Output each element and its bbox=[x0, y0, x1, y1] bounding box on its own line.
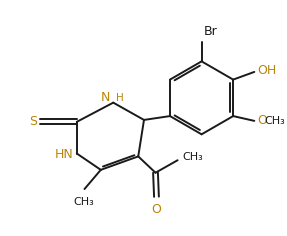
Text: CH₃: CH₃ bbox=[73, 197, 94, 207]
Text: OH: OH bbox=[257, 64, 276, 77]
Text: O: O bbox=[152, 203, 161, 216]
Text: N: N bbox=[101, 91, 110, 104]
Text: HN: HN bbox=[55, 148, 74, 161]
Text: CH₃: CH₃ bbox=[183, 152, 203, 162]
Text: Br: Br bbox=[203, 25, 217, 38]
Text: O: O bbox=[257, 114, 267, 127]
Text: S: S bbox=[30, 115, 37, 128]
Text: CH₃: CH₃ bbox=[265, 116, 286, 126]
Text: H: H bbox=[116, 93, 124, 103]
